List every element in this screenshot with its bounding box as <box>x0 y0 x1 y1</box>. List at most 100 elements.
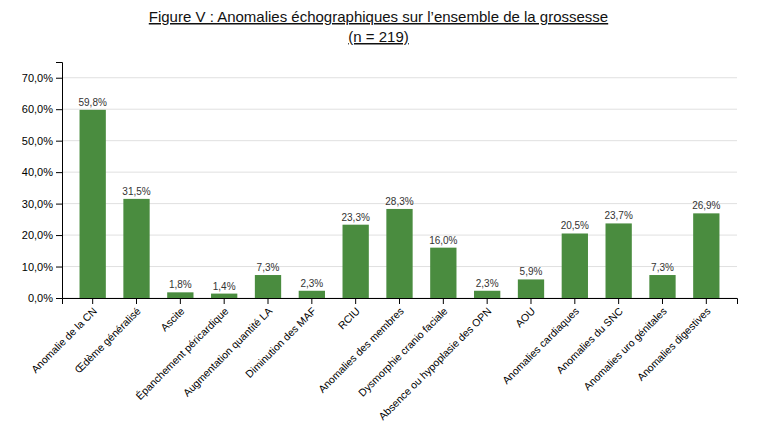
bar <box>80 110 106 298</box>
tick-mark <box>56 298 62 299</box>
tick: Anomalies uro génitales <box>581 298 669 392</box>
tick-mark <box>487 298 488 304</box>
grid-line <box>62 140 737 141</box>
tick-label: 60,0% <box>22 103 53 115</box>
bar <box>649 275 675 298</box>
tick-label: 40,0% <box>22 166 53 178</box>
tick-mark <box>662 298 663 304</box>
bar <box>299 291 325 298</box>
tick-mark <box>618 298 619 304</box>
tick: 10,0% <box>22 261 62 273</box>
data-label: 23,3% <box>341 212 369 223</box>
bar <box>430 248 456 298</box>
tick: Œdème généralisé <box>72 298 143 376</box>
tick-mark <box>268 298 269 304</box>
bar <box>562 233 588 298</box>
tick: Anomalies des membres <box>316 298 406 395</box>
tick: AOU <box>513 298 538 329</box>
axis-line <box>56 63 63 299</box>
tick: 70,0% <box>22 72 62 84</box>
grid-line <box>62 172 737 173</box>
bar <box>474 291 500 298</box>
tick: Anomalies cardiaques <box>500 298 582 386</box>
tick-mark <box>56 141 62 142</box>
chart: Figure V : Anomalies échographiques sur … <box>0 0 757 426</box>
tick-mark <box>180 298 181 304</box>
tick-label: 70,0% <box>22 72 53 84</box>
data-labels: 59,8% 31,5% 1,8% 1,4% 7,3% 2,3% 23,3% 28,3% 16,0… <box>79 97 721 292</box>
tick-label: Anomalies uro génitales <box>581 305 669 393</box>
bar <box>518 279 544 298</box>
data-label: 2,3% <box>476 278 499 289</box>
tick-mark <box>56 235 62 236</box>
bar <box>123 199 149 298</box>
tick-mark <box>136 298 137 304</box>
tick-label: 20,0% <box>22 229 53 241</box>
tick-mark <box>443 298 444 304</box>
bars <box>80 110 720 298</box>
tick-mark <box>530 298 531 304</box>
data-label: 7,3% <box>651 262 674 273</box>
data-label: 5,9% <box>520 266 543 277</box>
tick-label: RCIU <box>335 305 362 332</box>
tick: RCIU <box>335 298 362 331</box>
grid-line <box>62 77 737 78</box>
tick: Ascite <box>158 298 187 333</box>
tick-label: Œdème généralisé <box>72 305 143 376</box>
tick: 60,0% <box>22 103 62 115</box>
tick-label: Ascite <box>158 305 187 334</box>
subtitle: (n = 219) <box>348 28 408 45</box>
bar <box>386 209 412 298</box>
data-label: 16,0% <box>429 235 457 246</box>
data-label: 28,3% <box>385 196 413 207</box>
axis-line <box>63 299 738 305</box>
tick: 40,0% <box>22 166 62 178</box>
tick-mark <box>56 204 62 205</box>
tick: Absence ou hypoplasie des OPN <box>376 298 493 422</box>
tick-mark <box>574 298 575 304</box>
tick-label: 0,0% <box>28 292 53 304</box>
tick-mark <box>92 298 93 304</box>
tick-mark <box>399 298 400 304</box>
data-label: 26,9% <box>692 200 720 211</box>
tick-mark <box>56 172 62 173</box>
tick-mark <box>355 298 356 304</box>
bar <box>255 275 281 298</box>
bar <box>211 294 237 298</box>
tick-label: Augmentation quantité LA <box>180 305 274 399</box>
tick-label: 50,0% <box>22 135 53 147</box>
tick-label: Diminution des MAF <box>243 305 318 380</box>
data-label: 59,8% <box>79 97 107 108</box>
y-axis: 0,0% 10,0% 20,0% 30,0% 40,0% 50,0% 60,0% 70,0% <box>22 63 63 305</box>
data-label: 7,3% <box>257 262 280 273</box>
tick: 20,0% <box>22 229 62 241</box>
tick-mark <box>706 298 707 304</box>
tick: 30,0% <box>22 198 62 210</box>
tick-label: Absence ou hypoplasie des OPN <box>376 305 493 422</box>
tick-mark <box>56 78 62 79</box>
grid-line <box>62 109 737 110</box>
tick: 0,0% <box>28 292 62 304</box>
tick: Dysmorphie cranio faciale <box>356 298 450 399</box>
tick-label: Dysmorphie cranio faciale <box>356 305 450 399</box>
x-axis: Anomalie de la CNŒdème généraliséAsciteÉ… <box>29 298 738 422</box>
data-label: 20,5% <box>561 220 589 231</box>
tick-mark <box>56 109 62 110</box>
tick-label: Anomalies des membres <box>316 305 406 395</box>
tick: Épanchement péricardique <box>133 298 230 402</box>
data-label: 31,5% <box>122 186 150 197</box>
tick-label: AOU <box>513 305 538 330</box>
tick-label: Anomalies cardiaques <box>500 305 582 387</box>
tick-label: Anomalies digestives <box>634 305 712 383</box>
data-label: 23,7% <box>604 210 632 221</box>
grid <box>62 78 737 298</box>
tick-mark <box>224 298 225 304</box>
tick-label: 10,0% <box>22 261 53 273</box>
bar <box>606 223 632 298</box>
tick-mark <box>56 267 62 268</box>
tick: Diminution des MAF <box>243 298 318 380</box>
bar <box>693 213 719 298</box>
data-label: 1,4% <box>213 281 236 292</box>
tick-label: 30,0% <box>22 198 53 210</box>
data-label: 1,8% <box>169 279 192 290</box>
